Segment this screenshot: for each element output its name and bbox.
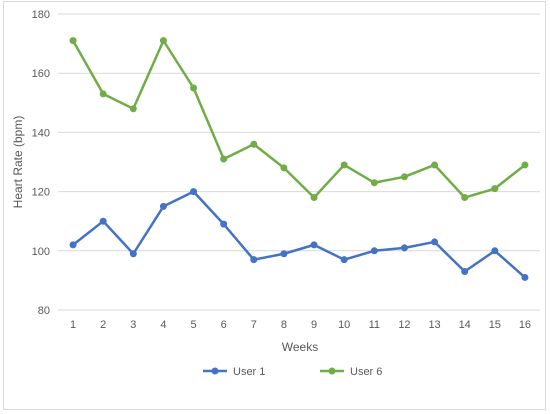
data-point	[129, 250, 137, 258]
data-point	[310, 194, 318, 202]
legend-marker	[328, 367, 336, 375]
data-point	[280, 164, 288, 172]
series-user-1	[69, 188, 529, 281]
x-tick-label: 12	[398, 319, 410, 331]
legend-item: User 1	[203, 366, 265, 378]
data-point	[190, 188, 198, 196]
x-tick-label: 3	[130, 319, 136, 331]
data-point	[250, 256, 258, 264]
data-point	[491, 185, 499, 193]
gridlines	[58, 13, 540, 311]
y-tick-label: 100	[32, 246, 50, 258]
x-tick-label: 4	[160, 319, 166, 331]
x-axis-ticks: 1 2 3 4 5 6 7 8 9 10 11 12 13 14 15 16	[70, 319, 531, 331]
x-tick-label: 1	[70, 319, 76, 331]
data-point	[340, 256, 348, 264]
data-point	[521, 161, 529, 169]
data-point	[159, 202, 167, 210]
x-tick-label: 8	[281, 319, 287, 331]
data-point	[370, 247, 378, 255]
x-tick-label: 15	[489, 319, 501, 331]
x-tick-label: 9	[311, 319, 317, 331]
legend-marker	[211, 367, 219, 375]
chart-frame	[3, 1, 546, 410]
series-layer	[69, 37, 529, 281]
x-tick-label: 16	[519, 319, 531, 331]
data-point	[400, 244, 408, 252]
x-tick-label: 13	[428, 319, 440, 331]
data-point	[461, 268, 469, 276]
series-user-6	[69, 37, 529, 202]
data-point	[461, 194, 469, 202]
data-point	[310, 241, 318, 249]
x-tick-label: 10	[338, 319, 350, 331]
y-axis-ticks: 80 100 120 140 160 180	[32, 9, 50, 317]
data-point	[491, 247, 499, 255]
data-point	[370, 179, 378, 187]
data-point	[99, 217, 107, 225]
y-tick-label: 120	[32, 187, 50, 199]
data-point	[129, 105, 137, 113]
data-point	[431, 238, 439, 246]
x-tick-label: 14	[459, 319, 471, 331]
data-point	[190, 84, 198, 92]
data-point	[250, 140, 258, 148]
data-point	[69, 241, 77, 249]
x-tick-label: 2	[100, 319, 106, 331]
y-tick-label: 160	[32, 68, 50, 80]
legend-item: User 6	[320, 366, 382, 378]
data-point	[340, 161, 348, 169]
data-point	[400, 173, 408, 181]
data-point	[521, 273, 529, 281]
legend-label: User 1	[233, 366, 265, 378]
x-tick-label: 11	[369, 319, 380, 331]
y-tick-label: 140	[32, 127, 50, 139]
data-point	[69, 37, 77, 45]
x-axis-title: Weeks	[282, 340, 318, 354]
data-point	[159, 37, 167, 45]
legend: User 1 User 6	[203, 366, 382, 378]
x-tick-label: 5	[191, 319, 197, 331]
data-point	[99, 90, 107, 98]
series-line	[71, 39, 526, 199]
y-tick-label: 80	[38, 305, 50, 317]
legend-label: User 6	[350, 366, 382, 378]
data-point	[280, 250, 288, 258]
x-tick-label: 7	[251, 319, 257, 331]
data-point	[220, 155, 228, 163]
y-tick-label: 180	[32, 9, 50, 21]
x-tick-label: 6	[221, 319, 227, 331]
series-line	[72, 190, 526, 279]
data-point	[431, 161, 439, 169]
data-point	[220, 220, 228, 228]
y-axis-title: Heart Rate (bpm)	[11, 116, 25, 209]
